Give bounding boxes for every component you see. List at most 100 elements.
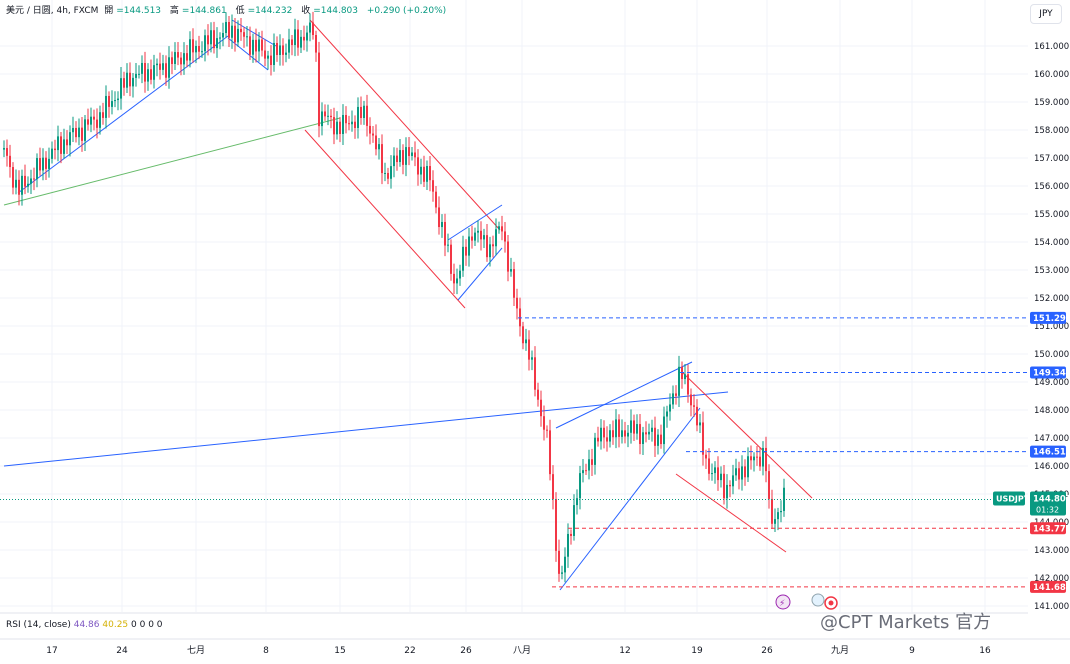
candle-body: [90, 116, 92, 125]
candle-body: [132, 77, 134, 87]
candle-body: [87, 119, 89, 125]
candle-body: [117, 98, 119, 101]
close-value: =144.803: [313, 6, 358, 16]
candle-body: [279, 45, 281, 55]
candle-body: [84, 119, 86, 141]
candle-body: [243, 32, 245, 37]
trendlines[interactable]: [3, 19, 813, 591]
close-label: 收: [301, 6, 311, 16]
candle-body: [207, 35, 209, 45]
candle-body: [78, 127, 80, 138]
candle-body: [738, 468, 740, 480]
candle-body: [123, 78, 125, 88]
candle-body: [285, 52, 287, 55]
candle-body: [306, 32, 308, 41]
candle-body: [702, 422, 704, 455]
candle-body: [396, 155, 398, 163]
rsi-value-1: 44.86: [73, 620, 100, 630]
candle-body: [525, 339, 527, 344]
candle-body: [237, 28, 239, 43]
long-support-line[interactable]: [3, 117, 341, 206]
candle-body: [69, 132, 71, 146]
candle-body: [624, 430, 626, 437]
candle-body: [474, 232, 476, 241]
us-flag-icon[interactable]: [811, 593, 825, 607]
rsi-legend[interactable]: RSI (14, close) 44.86 40.25 0 0 0 0: [6, 619, 163, 631]
price-tick-label: 154.000: [1034, 238, 1069, 248]
lightning-icon[interactable]: [775, 594, 791, 610]
candle-body: [276, 42, 278, 55]
candle-body: [147, 69, 149, 82]
candle-body: [591, 459, 593, 465]
candle-body: [9, 155, 11, 168]
candle-body: [657, 434, 659, 446]
symbol-title[interactable]: 美元 / 日圆, 4h, FXCM: [6, 6, 99, 16]
candle-body: [234, 25, 236, 43]
channel-upper-red[interactable]: [309, 19, 501, 231]
candle-body: [420, 166, 422, 175]
level-label-bg: [1030, 580, 1066, 593]
symbol-badge-bg: [993, 491, 1025, 506]
candle-body: [723, 473, 725, 499]
price-tick-label: 142.000: [1034, 574, 1069, 584]
candle-body: [354, 121, 356, 128]
candle-body: [573, 505, 575, 536]
candle-body: [498, 226, 500, 230]
level-label-149-340: 149.340: [1033, 368, 1070, 378]
candle-body: [15, 179, 17, 188]
candle-body: [711, 473, 713, 475]
candle-body: [72, 127, 74, 133]
candle-body: [363, 105, 365, 118]
candle-body: [315, 34, 317, 53]
jp-flag-dot: [828, 600, 834, 606]
candle-body: [510, 269, 512, 272]
level-label-143-775: 143.775: [1033, 524, 1070, 534]
time-tick-label: 22: [404, 646, 415, 656]
candle-body: [531, 357, 533, 360]
watermark: @CPT Markets 官方: [820, 612, 992, 633]
candle-body: [342, 114, 344, 134]
candle-body: [99, 112, 101, 128]
rising-channel-upper[interactable]: [555, 361, 693, 429]
price-tick-label: 150.000: [1034, 350, 1069, 360]
candle-body: [594, 437, 596, 465]
candle-body: [180, 57, 182, 65]
candle-body: [621, 430, 623, 437]
candle-body: [138, 73, 140, 75]
candle-body: [462, 246, 464, 271]
event-icons[interactable]: ⚡: [775, 593, 838, 610]
price-axis[interactable]: 161.000 160.000 159.000 158.000 157.000 156.0…: [993, 42, 1070, 612]
candle-body: [183, 53, 185, 65]
candle-body: [549, 430, 551, 475]
wedge-lower[interactable]: [457, 247, 503, 301]
price-tick-label: 161.000: [1034, 42, 1069, 52]
wedge-upper[interactable]: [447, 204, 503, 241]
rising-channel-lower[interactable]: [559, 407, 701, 591]
candle-body: [321, 111, 323, 127]
candle-body: [159, 63, 161, 70]
high-value: =144.861: [181, 6, 227, 16]
long-resistance-line[interactable]: [3, 391, 729, 467]
candle-body: [561, 572, 563, 574]
candle-body: [642, 432, 644, 445]
falling-wedge-lower[interactable]: [675, 473, 787, 553]
candle-body: [249, 36, 251, 55]
candle-body: [267, 55, 269, 59]
price-tick-label: 158.000: [1034, 126, 1069, 136]
candle-body: [690, 394, 692, 406]
candle-body: [597, 437, 599, 442]
price-tick-label: 156.000: [1034, 182, 1069, 192]
currency-button[interactable]: JPY: [1030, 4, 1062, 24]
candle-body: [393, 155, 395, 167]
candle-body: [492, 244, 494, 247]
flag-upper[interactable]: [231, 19, 277, 47]
candle-body: [585, 470, 587, 472]
channel-lower-red[interactable]: [304, 129, 466, 309]
time-axis[interactable]: 17 24 七月 8 15 22 26 八月 12 19 26 九月 9 16: [0, 612, 1070, 656]
falling-wedge-upper[interactable]: [681, 371, 813, 499]
level-label-141-684: 141.684: [1033, 583, 1070, 593]
candle-body: [759, 456, 761, 467]
candle-body: [291, 39, 293, 46]
